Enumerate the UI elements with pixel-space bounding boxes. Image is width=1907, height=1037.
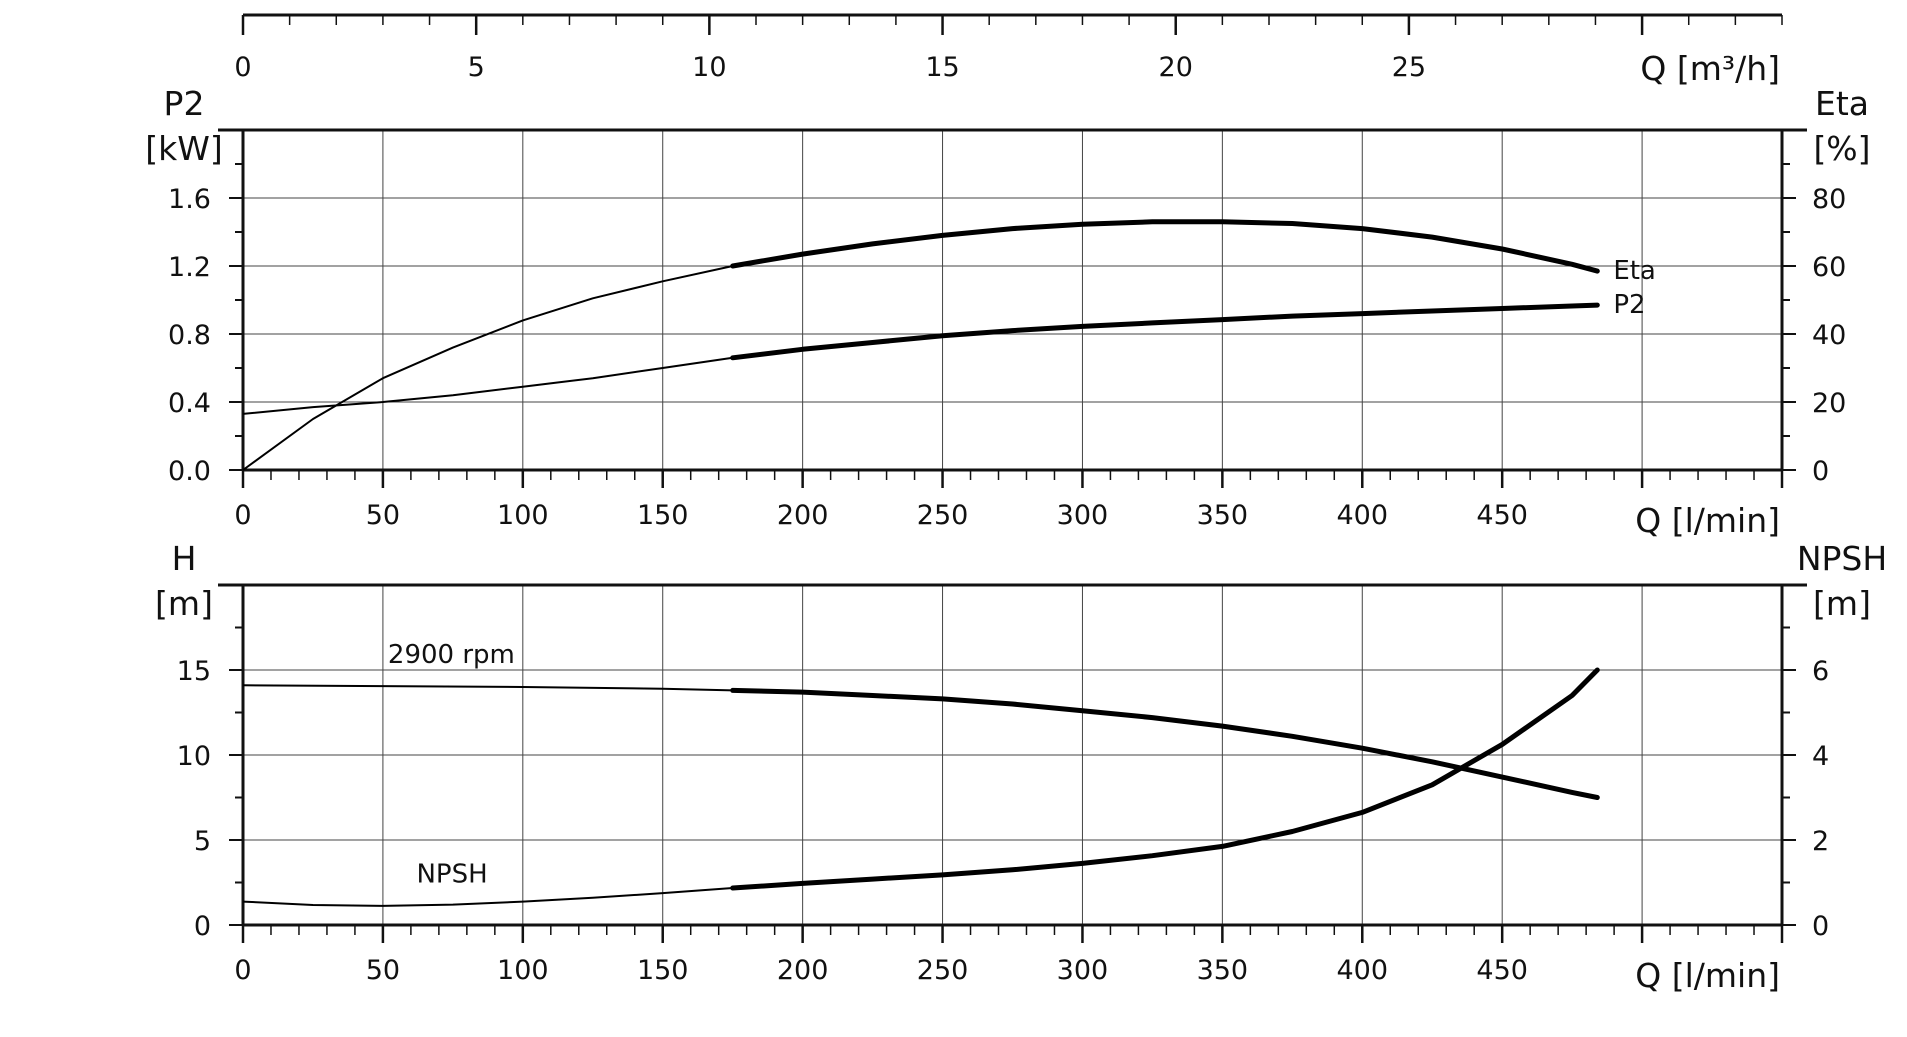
right-y-axis-unit: [%] — [1813, 129, 1870, 168]
x-tick-label: 100 — [497, 500, 549, 531]
x-tick-label: 100 — [497, 955, 549, 986]
series-label: P2 — [1613, 290, 1645, 320]
left-y-tick-label: 0 — [194, 911, 211, 942]
top-x-tick-label: 10 — [692, 52, 726, 83]
x-tick-label: 400 — [1336, 955, 1388, 986]
series-line-thin — [242, 887, 733, 907]
right-y-tick-label: 6 — [1812, 656, 1829, 687]
right-y-tick-label: 0 — [1812, 911, 1829, 942]
top-x-tick-label: 5 — [468, 52, 485, 83]
right-y-tick-label: 40 — [1812, 320, 1846, 351]
top-x-tick-label: 0 — [234, 52, 251, 83]
left-y-tick-label: 0.4 — [168, 388, 211, 419]
x-tick-label: 150 — [637, 500, 689, 531]
right-y-axis-unit: [m] — [1813, 584, 1871, 623]
series-label: 2900 rpm — [388, 640, 515, 670]
x-tick-label: 50 — [366, 500, 400, 531]
right-y-tick-label: 20 — [1812, 388, 1846, 419]
left-y-tick-label: 0.0 — [168, 456, 211, 487]
left-y-tick-label: 15 — [177, 656, 211, 687]
right-y-tick-label: 80 — [1812, 184, 1846, 215]
series-line-operating — [730, 219, 1600, 274]
x-tick-label: 400 — [1336, 500, 1388, 531]
right-y-tick-label: 60 — [1812, 252, 1846, 283]
x-axis-title: Q [l/min] — [1635, 501, 1780, 540]
series-line-thin — [242, 356, 733, 415]
top-x-tick-label: 25 — [1392, 52, 1426, 83]
x-tick-label: 450 — [1476, 955, 1528, 986]
right-y-axis-title: Eta — [1815, 84, 1869, 123]
series-line-thin — [242, 684, 733, 692]
right-y-tick-label: 0 — [1812, 456, 1829, 487]
x-tick-label: 50 — [366, 955, 400, 986]
left-y-tick-label: 1.6 — [168, 184, 211, 215]
series-line-operating — [730, 667, 1600, 891]
x-tick-label: 200 — [777, 955, 829, 986]
top-x-axis-title: Q [m³/h] — [1640, 49, 1780, 88]
right-y-tick-label: 2 — [1812, 826, 1829, 857]
left-y-axis-title: P2 — [164, 84, 205, 123]
series-line-operating — [730, 302, 1600, 361]
curves-layer — [242, 219, 1600, 907]
x-tick-label: 300 — [1057, 500, 1109, 531]
grid-layer — [243, 130, 1782, 925]
x-tick-label: 450 — [1476, 500, 1528, 531]
top-x-tick-label: 20 — [1159, 52, 1193, 83]
series-label: Eta — [1613, 256, 1656, 286]
left-y-axis-unit: [kW] — [145, 129, 223, 168]
x-axis-title: Q [l/min] — [1635, 956, 1780, 995]
x-tick-label: 250 — [917, 955, 969, 986]
x-tick-label: 250 — [917, 500, 969, 531]
x-tick-label: 0 — [234, 500, 251, 531]
top-x-tick-label: 15 — [925, 52, 959, 83]
x-tick-label: 350 — [1197, 955, 1249, 986]
right-y-axis-title: NPSH — [1797, 539, 1887, 578]
left-y-tick-label: 5 — [194, 826, 211, 857]
series-label: NPSH — [416, 860, 487, 890]
x-tick-label: 0 — [234, 955, 251, 986]
labels-layer: 0 50 100 150 200 250 300 350 400 450 Q [l/min]0.00… — [145, 49, 1887, 995]
frame-layer — [218, 13, 1807, 943]
left-y-tick-label: 0.8 — [168, 320, 211, 351]
x-tick-label: 300 — [1057, 955, 1109, 986]
left-y-axis-unit: [m] — [155, 584, 213, 623]
x-tick-label: 350 — [1197, 500, 1249, 531]
right-y-tick-label: 4 — [1812, 741, 1829, 772]
left-y-tick-label: 1.2 — [168, 252, 211, 283]
series-line-thin — [242, 265, 733, 471]
series-line-operating — [730, 687, 1600, 800]
left-y-axis-title: H — [172, 539, 197, 578]
left-y-tick-label: 10 — [177, 741, 211, 772]
x-tick-label: 150 — [637, 955, 689, 986]
x-tick-label: 200 — [777, 500, 829, 531]
